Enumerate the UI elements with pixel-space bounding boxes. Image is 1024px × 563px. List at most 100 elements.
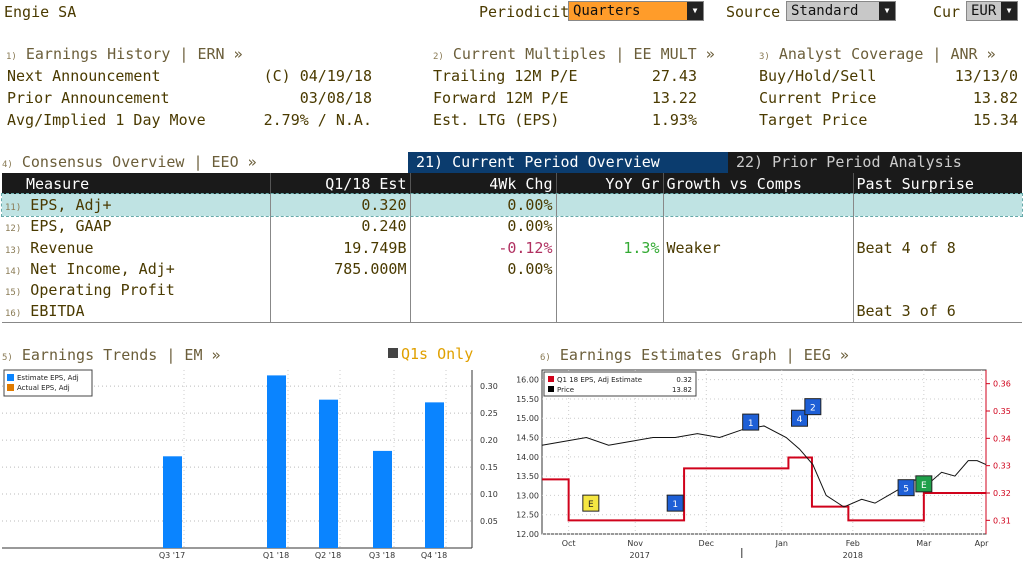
table-row[interactable]: 15) Operating Profit (2, 279, 1022, 301)
legend-box (3, 369, 93, 397)
earnings-history-link[interactable]: 1) Earnings History | ERN » (6, 45, 243, 63)
y-tick-label: 14.00 (516, 453, 539, 462)
col-chg[interactable]: 4Wk Chg (410, 173, 557, 195)
q1s-only-toggle[interactable]: Q1s Only (401, 345, 474, 363)
col-comps[interactable]: Growth vs Comps (663, 173, 854, 195)
chg-cell: -0.12% (410, 236, 557, 259)
tab-current-period[interactable]: 21) Current Period Overview (Q1/18) (408, 152, 728, 189)
section-title: Earnings History | ERN » (25, 45, 243, 63)
periodicity-dropdown[interactable]: Quarters ▼ (568, 1, 704, 21)
y-tick-label: 12.00 (516, 530, 539, 539)
event-marker (742, 413, 760, 431)
x-tick-label: Mar (916, 539, 932, 548)
currency-dropdown[interactable]: EUR ▼ (966, 1, 1018, 21)
earnings-estimates-chart: 16.00 15.50 15.00 14.50 14.00 13.50 13.00 12.50… (516, 369, 1011, 560)
analyst-coverage-link[interactable]: 3) Analyst Coverage | ANR » (759, 45, 996, 63)
event-marker (666, 494, 684, 512)
mult-label-0: Trailing 12M P/E (433, 67, 578, 85)
checkbox-icon[interactable] (388, 348, 398, 358)
year-label: 2018 (843, 551, 863, 560)
comps-cell (663, 194, 854, 216)
col-surprise[interactable]: Past Surprise (853, 173, 1022, 195)
row-number: 16) (5, 309, 22, 320)
x-tick-label: Jan (775, 539, 788, 548)
earnings-graph-link[interactable]: 6) Earnings Estimates Graph | EEG » (540, 346, 849, 364)
chevron-down-icon: ▼ (687, 2, 703, 20)
x-tick-label: Feb (846, 539, 860, 548)
measure-name: Net Income, Adj+ (30, 259, 175, 278)
ern-label-2: Avg/Implied 1 Day Move (7, 111, 206, 129)
table-row[interactable]: 14) Net Income, Adj+ 785.000M 0.00% (2, 258, 1022, 280)
bar (425, 402, 444, 548)
legend-label: Price (557, 386, 574, 394)
right-tick-label: 0.33 (993, 462, 1011, 471)
section-title: Earnings Trends | EM » (21, 346, 221, 364)
measure-name: Revenue (30, 238, 94, 257)
ern-label-1: Prior Announcement (7, 89, 170, 107)
source-dropdown[interactable]: Standard ▼ (786, 1, 896, 21)
source-value: Standard (791, 3, 859, 19)
chg-cell: 0.00% (410, 194, 557, 216)
company-name: Engie SA (4, 3, 77, 21)
y-tick-label: 0.10 (480, 490, 498, 499)
section-title: Consensus Overview | EEO » (21, 153, 257, 171)
y-tick-label: 0.05 (480, 517, 498, 526)
anr-value-2: 15.34 (972, 111, 1018, 129)
event-marker-label: 1 (672, 500, 678, 510)
periodicity-value: Quarters (573, 3, 641, 19)
tab-prior-period[interactable]: 22) Prior Period Analysis (Q4/17) (728, 152, 1022, 189)
top-bar: Engie SA Periodicity Quarters ▼ Source S… (0, 0, 1024, 24)
table-row[interactable]: 12) EPS, GAAP 0.240 0.00% (2, 215, 1022, 237)
x-tick-label: Apr (975, 539, 990, 548)
yoy-cell (556, 194, 664, 216)
legend-swatch (7, 384, 14, 391)
comps-cell (663, 279, 854, 301)
current-multiples-link[interactable]: 2) Current Multiples | EE MULT » (433, 45, 715, 63)
anr-label-0: Buy/Hold/Sell (759, 67, 877, 85)
est-cell: 785.000M (270, 258, 411, 280)
yoy-cell (556, 279, 664, 301)
table-row[interactable]: 16) EBITDA Beat 3 of 6 (2, 300, 1022, 323)
section-title: Earnings Estimates Graph | EEG » (559, 346, 849, 364)
section-number: 1) (6, 52, 17, 62)
event-marker-label: 4 (797, 415, 803, 425)
surprise-cell (853, 258, 1022, 279)
ern-value-0: (C) 04/19/18 (263, 67, 372, 85)
col-yoy[interactable]: YoY Gr (556, 173, 664, 195)
y-tick-label: 0.30 (480, 382, 498, 391)
col-est[interactable]: Q1/18 Est (270, 173, 411, 195)
y-tick-label: 0.25 (480, 409, 498, 418)
currency-label: Cur (933, 3, 961, 21)
chg-cell (410, 300, 557, 323)
y-tick-label: 16.00 (516, 376, 539, 385)
row-number: 12) (5, 224, 22, 235)
earnings-trends-link[interactable]: 5) Earnings Trends | EM » (2, 346, 221, 364)
y-tick-label: 0.20 (480, 436, 498, 445)
col-measure[interactable]: Measure (2, 173, 271, 195)
source-label: Source (726, 3, 781, 21)
y-tick-label: 0.15 (480, 463, 498, 472)
bar (319, 399, 338, 548)
table-row[interactable]: 11) EPS, Adj+ 0.320 0.00% (1, 193, 1023, 217)
mult-label-2: Est. LTG (EPS) (433, 111, 560, 129)
x-tick-label: Q2 '18 (315, 551, 341, 560)
yoy-cell (556, 258, 664, 280)
table-row[interactable]: 13) Revenue 19.749B -0.12% 1.3% Weaker B… (2, 236, 1022, 259)
ern-label-0: Next Announcement (7, 67, 161, 85)
right-tick-label: 0.35 (993, 407, 1011, 416)
section-number: 5) (2, 353, 13, 363)
chevron-down-icon: ▼ (1001, 2, 1017, 20)
consensus-overview-link[interactable]: 4) Consensus Overview | EEO » (2, 153, 257, 171)
est-cell: 0.240 (270, 215, 411, 237)
plot-area (541, 369, 987, 535)
bar (267, 375, 286, 548)
table-header-row: Measure Q1/18 Est 4Wk Chg YoY Gr Growth … (2, 173, 1022, 195)
right-tick-label: 0.34 (993, 434, 1011, 443)
yoy-cell (556, 300, 664, 323)
currency-value: EUR (971, 3, 997, 19)
event-marker (791, 409, 809, 427)
y-tick-label: 15.50 (516, 395, 539, 404)
section-title: Analyst Coverage | ANR » (778, 45, 996, 63)
periodicity-label: Periodicity (479, 3, 579, 21)
anr-label-2: Target Price (759, 111, 868, 129)
